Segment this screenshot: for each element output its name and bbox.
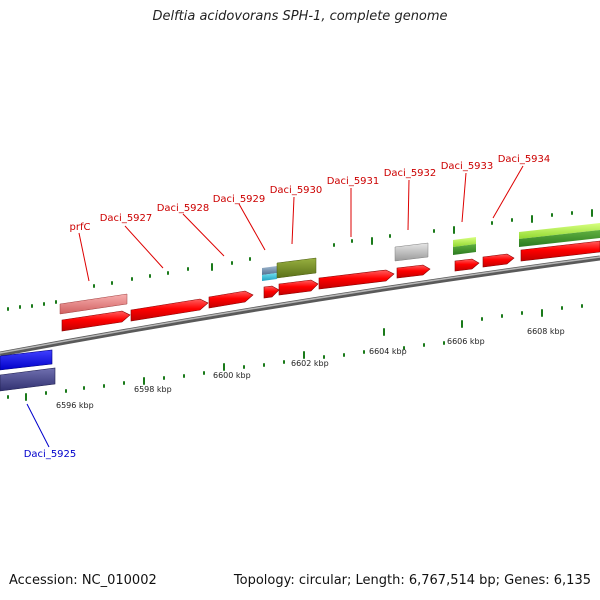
category-box-daci-5929-steel bbox=[262, 266, 277, 275]
genome-backbone bbox=[0, 255, 600, 357]
scale-label-6600: 6600 kbp bbox=[213, 371, 251, 380]
scale-label-6604: 6604 kbp bbox=[369, 347, 407, 356]
label-leader-lines bbox=[26, 165, 524, 448]
gene-daci-5934[interactable] bbox=[482, 253, 515, 268]
genome-backbone-highlight bbox=[0, 256, 600, 354]
gene-next-forward[interactable] bbox=[520, 240, 600, 262]
map-title: Delftia acidovorans SPH-1, complete geno… bbox=[152, 9, 448, 24]
reverse-strand-genes bbox=[0, 349, 56, 392]
gene-daci-5928[interactable] bbox=[208, 290, 254, 309]
gene-daci-5931[interactable] bbox=[318, 269, 395, 290]
inner-tick-ring bbox=[7, 304, 583, 401]
label-prfC[interactable]: prfC bbox=[70, 222, 91, 233]
category-box-daci-5933-green bbox=[453, 244, 476, 255]
category-box-daci-5929-cyan bbox=[262, 273, 277, 281]
label-daci-5925[interactable]: Daci_5925 bbox=[24, 449, 77, 460]
gene-daci-5933[interactable] bbox=[454, 258, 480, 272]
accession-text: Accession: NC_010002 bbox=[9, 573, 157, 588]
scale-label-6598: 6598 kbp bbox=[134, 385, 172, 394]
outer-tick-ring bbox=[7, 209, 593, 311]
gene-prfC[interactable] bbox=[61, 310, 131, 332]
category-box-daci-5933-lime bbox=[453, 237, 476, 247]
gene-daci-5927[interactable] bbox=[130, 298, 209, 322]
gene-labels: prfC Daci_5927 Daci_5928 Daci_5929 Daci_… bbox=[24, 154, 551, 460]
scale-labels: 6596 kbp 6598 kbp 6600 kbp 6602 kbp 6604… bbox=[56, 327, 565, 410]
category-box-daci-5930 bbox=[276, 257, 317, 279]
label-daci-5929[interactable]: Daci_5929 bbox=[213, 194, 266, 205]
category-box-prfC bbox=[59, 293, 128, 315]
gene-daci-5925[interactable] bbox=[0, 349, 53, 371]
scale-label-6606: 6606 kbp bbox=[447, 337, 485, 346]
gene-daci-5929[interactable] bbox=[263, 285, 280, 299]
label-daci-5934[interactable]: Daci_5934 bbox=[498, 154, 551, 165]
scale-label-6602: 6602 kbp bbox=[291, 359, 329, 368]
scale-label-6608: 6608 kbp bbox=[527, 327, 565, 336]
gene-daci-5932[interactable] bbox=[396, 264, 431, 279]
label-daci-5931[interactable]: Daci_5931 bbox=[327, 176, 380, 187]
forward-strand-genes bbox=[61, 240, 600, 332]
label-daci-5930[interactable]: Daci_5930 bbox=[270, 185, 323, 196]
category-box-daci-5925 bbox=[0, 367, 56, 392]
category-box-next-green bbox=[519, 230, 600, 247]
category-box-daci-5932 bbox=[394, 242, 429, 262]
label-daci-5932[interactable]: Daci_5932 bbox=[384, 168, 437, 179]
gene-daci-5930[interactable] bbox=[278, 279, 319, 296]
label-daci-5927[interactable]: Daci_5927 bbox=[100, 213, 153, 224]
category-box-next-lime bbox=[519, 223, 600, 239]
label-daci-5933[interactable]: Daci_5933 bbox=[441, 161, 494, 172]
topology-text: Topology: circular; Length: 6,767,514 bp… bbox=[233, 573, 591, 588]
feature-category-boxes bbox=[59, 223, 600, 315]
label-daci-5928[interactable]: Daci_5928 bbox=[157, 203, 210, 214]
scale-label-6596: 6596 kbp bbox=[56, 401, 94, 410]
